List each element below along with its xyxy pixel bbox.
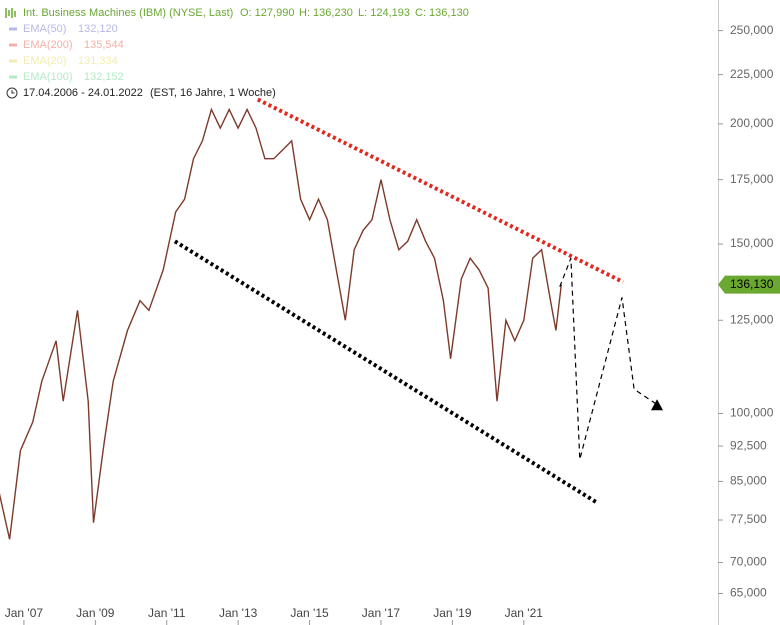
y-tick-label: 77,500 bbox=[730, 512, 767, 526]
legend-value: 131,334 bbox=[78, 55, 118, 67]
price-line bbox=[0, 107, 562, 540]
period-note: (EST, 16 Jahre, 1 Woche) bbox=[150, 87, 276, 99]
legend-swatch bbox=[9, 27, 17, 31]
y-tick-label: 70,000 bbox=[730, 555, 767, 569]
legend-name: EMA(20) bbox=[23, 55, 66, 67]
y-tick-label: 100,000 bbox=[730, 406, 774, 420]
legend-name: EMA(200) bbox=[23, 39, 73, 51]
y-tick-label: 175,000 bbox=[730, 172, 774, 186]
quote-high: H: 136,230 bbox=[299, 7, 353, 19]
last-price-box bbox=[718, 275, 780, 294]
y-tick-label: 250,000 bbox=[730, 23, 774, 37]
legend-value: 135,544 bbox=[84, 39, 124, 51]
clock-hand bbox=[11, 90, 15, 94]
legend-name: EMA(50) bbox=[23, 23, 66, 35]
x-tick-label: Jan '15 bbox=[290, 606, 329, 620]
y-tick-label: 65,000 bbox=[730, 586, 767, 600]
period: 17.04.2006 - 24.01.2022 bbox=[23, 87, 143, 99]
x-tick-label: Jan '17 bbox=[362, 606, 401, 620]
y-tick-label: 125,000 bbox=[730, 312, 774, 326]
legend-name: EMA(100) bbox=[23, 71, 73, 83]
last-price-label: 136,130 bbox=[730, 277, 774, 291]
y-tick-label: 225,000 bbox=[730, 67, 774, 81]
x-tick-label: Jan '19 bbox=[433, 606, 472, 620]
quote-open: O: 127,990 bbox=[240, 7, 294, 19]
legend-swatch bbox=[9, 59, 17, 63]
y-tick-label: 92,500 bbox=[730, 438, 767, 452]
legend-swatch bbox=[9, 43, 17, 47]
x-tick-label: Jan '13 bbox=[219, 606, 258, 620]
legend-value: 132,120 bbox=[78, 23, 118, 35]
y-tick-label: 85,000 bbox=[730, 474, 767, 488]
trendline bbox=[256, 97, 624, 284]
y-tick-label: 150,000 bbox=[730, 236, 774, 250]
chart-icon bbox=[5, 8, 16, 18]
quote-low: L: 124,193 bbox=[358, 7, 410, 19]
chart-title: Int. Business Machines (IBM) (NYSE, Last… bbox=[23, 7, 233, 19]
x-tick-label: Jan '09 bbox=[76, 606, 115, 620]
trendline bbox=[559, 257, 659, 460]
clock-icon bbox=[6, 87, 18, 99]
x-tick-label: Jan '11 bbox=[148, 606, 186, 620]
x-tick-label: Jan '21 bbox=[505, 606, 544, 620]
x-tick-label: Jan '07 bbox=[5, 606, 44, 620]
quote-close: C: 136,130 bbox=[415, 7, 469, 19]
trendline bbox=[173, 239, 599, 505]
header: Int. Business Machines (IBM) (NYSE, Last… bbox=[5, 7, 469, 99]
y-tick-label: 200,000 bbox=[730, 116, 774, 130]
arrow-head bbox=[651, 399, 664, 411]
legend-swatch bbox=[9, 75, 17, 79]
legend-value: 132,152 bbox=[84, 71, 124, 83]
